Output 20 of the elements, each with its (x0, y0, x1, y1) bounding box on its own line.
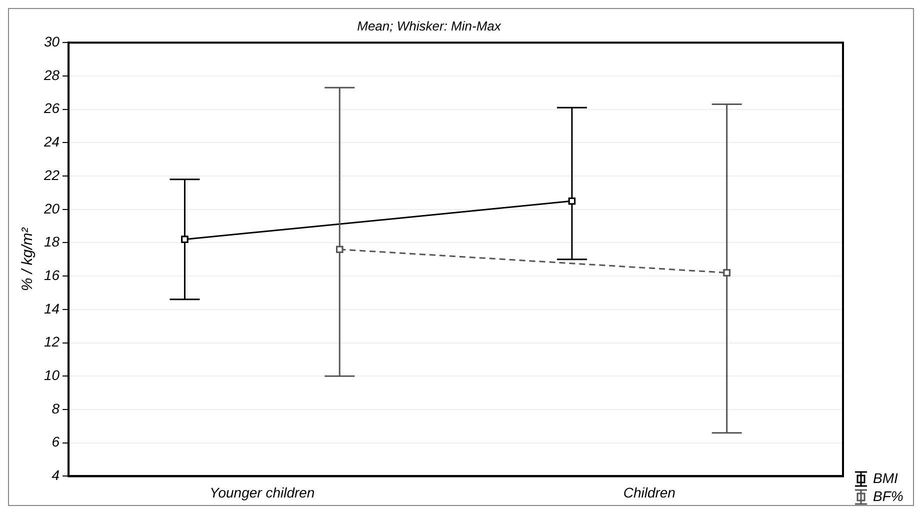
y-tick-label: 16 (44, 266, 60, 283)
legend-label: BF% (873, 488, 904, 504)
y-tick-label: 18 (44, 234, 60, 250)
y-tick-label: 10 (44, 367, 60, 384)
y-tick-label: 30 (44, 33, 60, 50)
y-tick-label: 4 (52, 467, 60, 484)
y-tick-label: 22 (42, 166, 60, 183)
y-tick-label: 12 (44, 334, 60, 350)
y-tick-label: 8 (52, 400, 60, 416)
x-tick-label: Younger children (210, 484, 315, 500)
legend-label: BMI (873, 470, 898, 486)
x-tick-label: Children (623, 484, 676, 500)
y-tick-label: 20 (42, 200, 60, 216)
y-tick-label: 28 (42, 66, 60, 83)
y-tick-label: 6 (52, 434, 60, 450)
y-tick-label: 26 (42, 100, 60, 116)
y-axis-title: % / kg/m² (19, 226, 36, 292)
y-tick-label: 14 (44, 300, 60, 316)
chart-title: Mean; Whisker: Min-Max (357, 18, 502, 34)
y-tick-label: 24 (42, 134, 60, 150)
